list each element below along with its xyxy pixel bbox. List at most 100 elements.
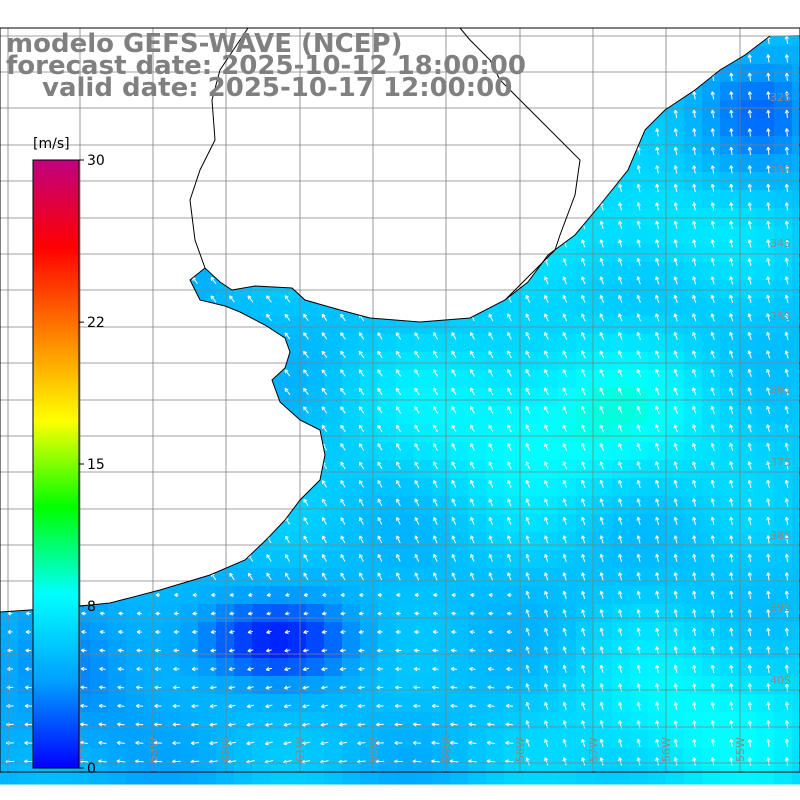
wind-arrow [266, 592, 272, 597]
wind-arrow [636, 220, 641, 229]
wind-arrow [450, 648, 457, 653]
wind-arrow [710, 202, 715, 211]
wind-arrow [636, 646, 641, 655]
wind-arrow [673, 757, 678, 766]
wind-arrow [340, 406, 346, 414]
wind-arrow [470, 498, 475, 507]
wind-arrow [784, 405, 789, 414]
wind-arrow [766, 91, 771, 100]
wind-arrow [322, 517, 327, 525]
wind-arrow [209, 741, 218, 746]
wind-arrow [377, 554, 383, 562]
wind-arrow [359, 554, 364, 562]
wind-arrow [766, 294, 771, 303]
wind-arrow [784, 331, 789, 340]
wind-arrow [581, 239, 586, 248]
wind-arrow [470, 572, 475, 581]
wind-arrow [414, 424, 420, 433]
wind-arrow [507, 479, 512, 488]
wind-arrow [729, 627, 734, 637]
wind-arrow [340, 461, 346, 470]
wind-arrow [487, 722, 495, 727]
wind-arrow [228, 704, 236, 709]
wind-arrow [265, 685, 273, 690]
wind-arrow [358, 424, 365, 433]
lat-label: 39S [770, 601, 791, 614]
wind-arrow [470, 461, 475, 470]
wind-arrow [507, 369, 512, 377]
wind-arrow [247, 666, 254, 672]
wind-arrow [673, 553, 678, 563]
wind-arrow [599, 387, 605, 396]
wind-arrow [136, 611, 142, 616]
wind-arrow [692, 257, 697, 266]
wind-arrow [784, 350, 789, 359]
wind-arrow [784, 54, 789, 63]
wind-arrow [433, 535, 438, 544]
wind-arrow [618, 424, 623, 433]
wind-arrow [655, 276, 660, 285]
wind-arrow [413, 722, 421, 727]
wind-arrow [450, 703, 458, 709]
wind-arrow [432, 685, 439, 690]
wind-arrow [636, 350, 642, 359]
wind-arrow [174, 592, 179, 598]
wind-arrow [655, 701, 660, 711]
wind-arrow [636, 239, 641, 248]
wind-arrow [340, 443, 346, 451]
wind-arrow [488, 332, 494, 340]
wind-arrow [339, 704, 347, 709]
wind-arrow [766, 572, 771, 581]
wind-arrow [432, 648, 439, 653]
wind-arrow [784, 72, 789, 82]
wind-arrow [747, 609, 752, 618]
wind-arrow [451, 535, 457, 544]
wind-arrow [655, 627, 660, 637]
wind-arrow [283, 704, 291, 709]
wind-arrow [747, 128, 752, 137]
wind-arrow [562, 757, 567, 766]
wind-arrow [544, 627, 549, 636]
wind-arrow [505, 703, 513, 709]
wind-arrow [692, 128, 697, 137]
wind-arrow [766, 257, 771, 267]
wind-arrow [394, 703, 402, 709]
wind-arrow [451, 369, 457, 377]
wind-arrow [377, 517, 383, 525]
wind-arrow [599, 646, 604, 655]
wind-arrow [229, 295, 235, 303]
wind-arrow [488, 535, 493, 544]
wind-arrow [544, 406, 549, 414]
wind-arrow [618, 590, 623, 599]
wind-arrow [413, 648, 420, 653]
wind-arrow [191, 685, 199, 690]
wind-arrow [525, 609, 530, 618]
wind-arrow [451, 406, 457, 414]
wind-arrow [395, 443, 401, 451]
wind-arrow [303, 535, 309, 544]
wind-arrow [433, 516, 438, 525]
wind-arrow [747, 146, 752, 156]
wind-arrow [636, 609, 641, 618]
wind-arrow [449, 740, 458, 745]
wind-arrow [766, 738, 771, 748]
wind-arrow [396, 592, 401, 598]
wind-arrow [321, 424, 328, 433]
wind-arrow [562, 738, 567, 747]
wind-arrow [581, 572, 586, 581]
lon-label: 57W [587, 737, 600, 762]
wind-arrow [266, 629, 272, 634]
wind-arrow [210, 666, 217, 672]
wind-arrow [192, 592, 198, 598]
border-path [459, 27, 581, 301]
wind-arrow [395, 369, 402, 377]
wind-arrow [692, 738, 697, 748]
wind-arrow [450, 722, 458, 727]
wind-arrow [544, 572, 549, 581]
wind-arrow [673, 535, 678, 544]
forecast-date: forecast date: 2025-10-12 18:00:00 [6, 51, 526, 81]
wind-arrow [692, 350, 697, 359]
wind-arrow [581, 257, 586, 266]
wind-arrow [321, 350, 328, 359]
wind-arrow [229, 592, 235, 597]
